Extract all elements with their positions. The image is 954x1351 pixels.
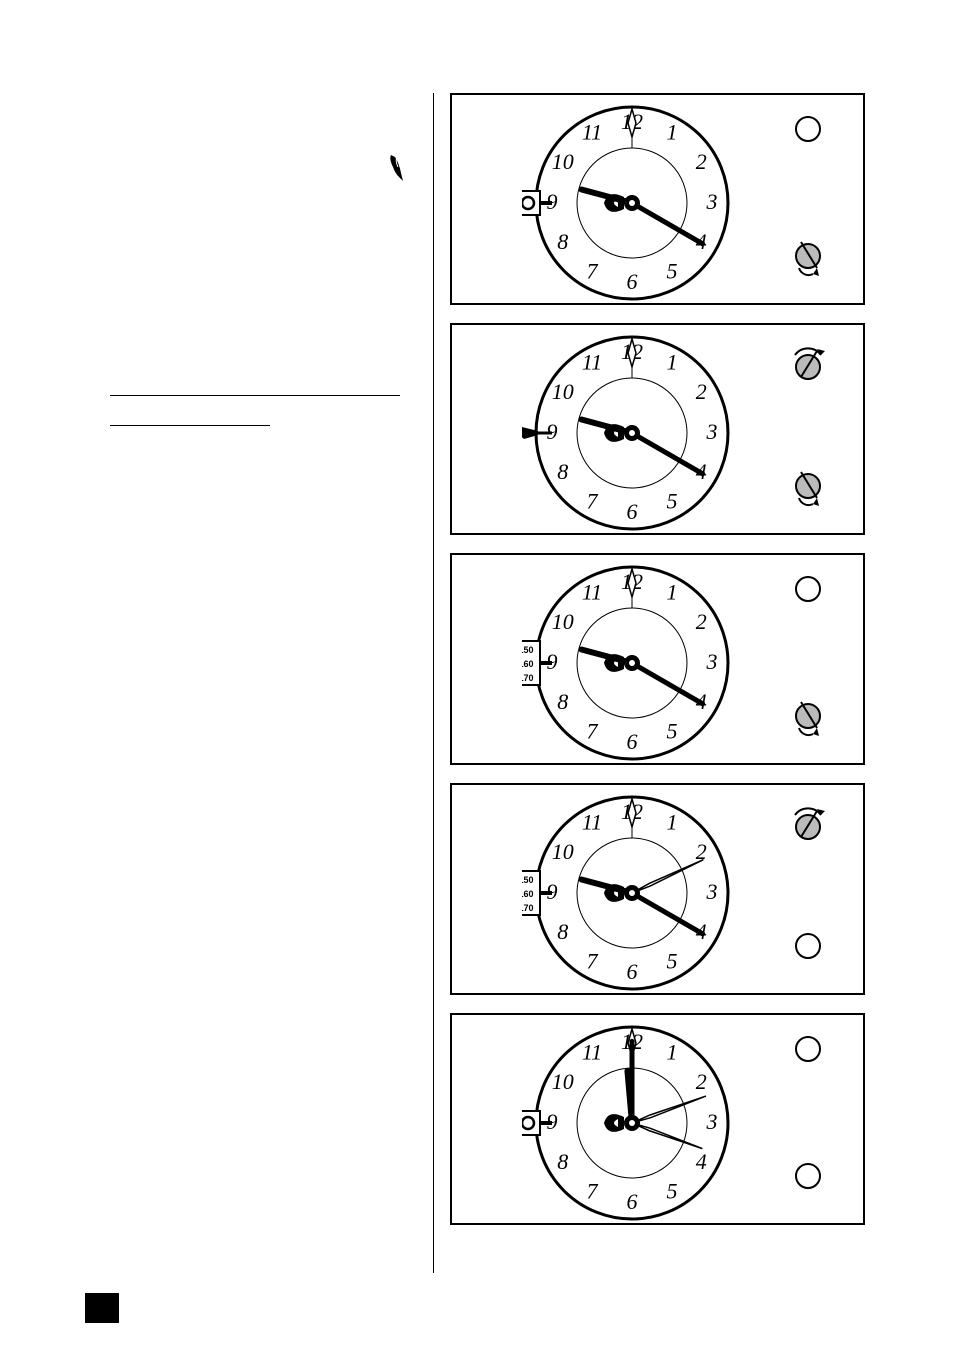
bottom-knob[interactable]: [783, 694, 833, 753]
svg-text:7: 7: [587, 718, 599, 743]
bottom-knob[interactable]: [783, 1154, 833, 1213]
clock-face: 121234567891011: [522, 331, 762, 541]
svg-text:6: 6: [627, 499, 638, 524]
svg-text:11: 11: [582, 1040, 602, 1065]
svg-text:5: 5: [667, 1178, 678, 1203]
svg-text:3: 3: [706, 189, 718, 214]
svg-text:3: 3: [706, 879, 718, 904]
svg-text:160: 160: [522, 889, 534, 899]
clock-face: 121234567891011150160170: [522, 791, 762, 1001]
svg-text:8: 8: [557, 459, 568, 484]
svg-text:3: 3: [706, 649, 718, 674]
column-divider: [433, 93, 434, 1273]
svg-text:6: 6: [627, 1189, 638, 1214]
clock-panel-1: 121234567891011: [450, 93, 865, 305]
svg-text:5: 5: [667, 488, 678, 513]
svg-text:4: 4: [696, 1149, 707, 1174]
svg-text:1: 1: [667, 810, 678, 835]
bottom-knob[interactable]: [783, 464, 833, 523]
svg-text:150: 150: [522, 645, 534, 655]
clock-face: 121234567891011: [522, 101, 762, 311]
svg-text:170: 170: [522, 673, 534, 683]
svg-text:8: 8: [557, 689, 568, 714]
svg-text:11: 11: [582, 580, 602, 605]
clock-panel-3: 121234567891011150160170: [450, 553, 865, 765]
clock-panel-4: 121234567891011150160170: [450, 783, 865, 995]
clock-face: 121234567891011: [522, 1021, 762, 1231]
clock-panel-2: 121234567891011: [450, 323, 865, 535]
page-root: 1212345678910111212345678910111212345678…: [0, 0, 954, 1351]
svg-text:5: 5: [667, 258, 678, 283]
svg-text:3: 3: [706, 1109, 718, 1134]
hand-icon: [385, 153, 411, 190]
svg-text:10: 10: [552, 379, 574, 404]
svg-text:160: 160: [522, 659, 534, 669]
svg-text:5: 5: [667, 948, 678, 973]
svg-text:10: 10: [552, 149, 574, 174]
svg-text:150: 150: [522, 875, 534, 885]
svg-text:1: 1: [667, 580, 678, 605]
svg-text:8: 8: [557, 919, 568, 944]
left-rule-1: [110, 395, 400, 396]
svg-text:6: 6: [627, 269, 638, 294]
svg-text:7: 7: [587, 488, 599, 513]
svg-text:11: 11: [582, 810, 602, 835]
svg-text:11: 11: [582, 120, 602, 145]
svg-text:6: 6: [627, 959, 638, 984]
clock-panel-5: 121234567891011: [450, 1013, 865, 1225]
bottom-knob[interactable]: [783, 234, 833, 293]
svg-text:1: 1: [667, 1040, 678, 1065]
top-knob[interactable]: [783, 337, 833, 396]
svg-text:2: 2: [696, 1069, 707, 1094]
svg-text:2: 2: [696, 379, 707, 404]
top-knob[interactable]: [783, 567, 833, 626]
svg-text:11: 11: [582, 350, 602, 375]
svg-text:6: 6: [627, 729, 638, 754]
top-knob[interactable]: [783, 107, 833, 166]
svg-text:8: 8: [557, 229, 568, 254]
svg-text:1: 1: [667, 350, 678, 375]
svg-text:2: 2: [696, 609, 707, 634]
svg-text:5: 5: [667, 718, 678, 743]
svg-text:10: 10: [552, 1069, 574, 1094]
svg-text:10: 10: [552, 609, 574, 634]
svg-text:8: 8: [557, 1149, 568, 1174]
top-knob[interactable]: [783, 797, 833, 856]
page-number-block: [85, 1293, 119, 1323]
svg-text:170: 170: [522, 903, 534, 913]
svg-text:7: 7: [587, 1178, 599, 1203]
right-column: 1212345678910111212345678910111212345678…: [450, 93, 865, 1225]
svg-text:7: 7: [587, 948, 599, 973]
bottom-knob[interactable]: [783, 924, 833, 983]
clock-face: 121234567891011150160170: [522, 561, 762, 771]
svg-text:3: 3: [706, 419, 718, 444]
svg-text:7: 7: [587, 258, 599, 283]
top-knob[interactable]: [783, 1027, 833, 1086]
left-rule-2: [110, 425, 270, 426]
svg-text:10: 10: [552, 839, 574, 864]
svg-text:1: 1: [667, 120, 678, 145]
svg-text:2: 2: [696, 149, 707, 174]
